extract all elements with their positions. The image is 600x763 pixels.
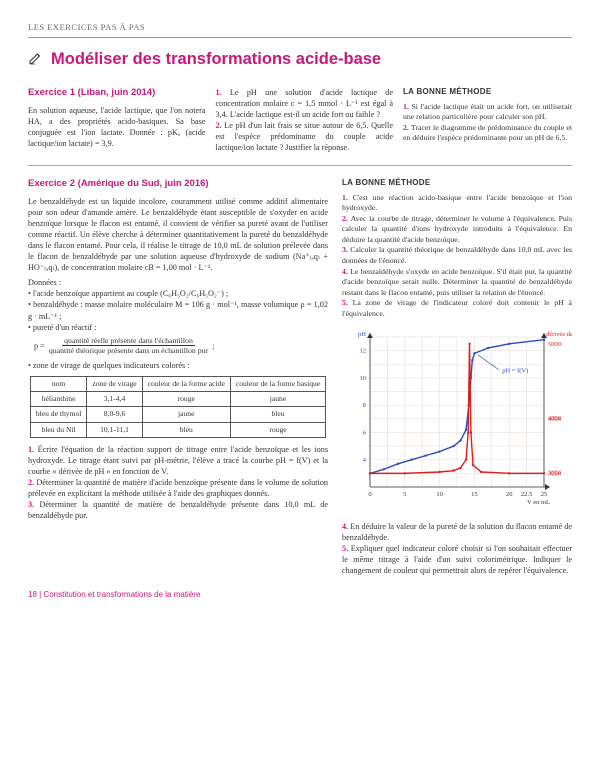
td: bleu: [142, 422, 230, 437]
svg-text:4: 4: [363, 457, 367, 464]
indicator-table: nomzone de viragecouleur de la forme aci…: [30, 376, 326, 438]
top-rule: [28, 37, 572, 38]
svg-text:pH = f(V): pH = f(V): [502, 368, 528, 375]
ex2-m1: 1. C'est une réaction acido-basique entr…: [342, 193, 572, 214]
ex1-q1-text: Le pH une solution d'acide lactique de c…: [215, 88, 392, 119]
page-footer: 18 | Constitution et transformations de …: [28, 590, 572, 601]
frac-top: quantité réelle présente dans l'échantil…: [62, 336, 195, 346]
svg-text:22.5: 22.5: [521, 491, 532, 498]
th: couleur de la forme basique: [230, 376, 325, 391]
ex2-m5-t: La zone de virage de l'indicateur coloré…: [342, 298, 572, 318]
section-label: LES EXERCICES PAS À PAS: [28, 22, 572, 33]
ex2-q1-text: Écrire l'équation de la réaction support…: [28, 445, 328, 476]
ex2-title: Exercice 2 (Amérique du Sud, juin 2016): [28, 178, 328, 191]
ex2-q2: 2. Déterminer la quantité de matière d'a…: [28, 477, 328, 499]
svg-text:pH: pH: [358, 331, 366, 338]
th: nom: [30, 376, 87, 391]
table-row: bleu de thymol8,0-9,6jaunebleu: [30, 407, 325, 422]
ex2-para: Le benzaldéhyde est un liquide incolore,…: [28, 196, 328, 273]
svg-text:15: 15: [471, 491, 478, 498]
titration-chart: 0510152022.52546810123000300440044008500…: [342, 327, 572, 515]
svg-text:10: 10: [360, 375, 367, 382]
table-row: hélianthine3,1-4,4rougejaune: [30, 392, 325, 407]
exercise-1: Exercice 1 (Liban, juin 2014) En solutio…: [28, 87, 572, 153]
svg-text:dérivée de pH: dérivée de pH: [546, 331, 572, 338]
ex2-q3: 3. Déterminer la quantité de matière de …: [28, 499, 328, 521]
svg-text:4008: 4008: [548, 415, 561, 422]
svg-text:6: 6: [363, 430, 367, 437]
td: rouge: [230, 422, 325, 437]
donnees-label: Données :: [28, 277, 328, 288]
ex2-m3: 3. Calculer la quantité théorique de ben…: [342, 245, 572, 266]
ex2-d3-text: pureté d'un réactif :: [33, 323, 97, 332]
td: 10,1-11,1: [87, 422, 142, 437]
ex2-d2-text: benzaldéhyde : masse molaire moléculaire…: [28, 300, 328, 320]
td: bleu du Nil: [30, 422, 87, 437]
ex2-d4: • zone de virage de quelques indicateurs…: [28, 360, 328, 371]
ex1-method-head: LA BONNE MÉTHODE: [403, 87, 572, 98]
ex2-m5: 5. La zone de virage de l'indicateur col…: [342, 298, 572, 319]
svg-text:8: 8: [363, 402, 366, 409]
ex2-q5: 5. Expliquer quel indicateur coloré choi…: [342, 543, 572, 576]
ex2-q1: 1. Écrire l'équation de la réaction supp…: [28, 444, 328, 477]
ex2-q5-text: Expliquer quel indicateur coloré choisir…: [342, 544, 572, 575]
exercise-2: Exercice 2 (Amérique du Sud, juin 2016) …: [28, 178, 572, 576]
th: zone de virage: [87, 376, 142, 391]
ex1-q1: 1. Le pH une solution d'acide lactique d…: [215, 87, 392, 120]
divider: [28, 165, 572, 166]
ex2-m1-t: C'est une réaction acido-basique entre l…: [342, 193, 572, 213]
ex2-m2: 2. Avec la courbe de titrage, déterminer…: [342, 214, 572, 246]
ex1-m2-text: Tracer le diagramme de prédominance du c…: [403, 123, 572, 143]
td: rouge: [142, 392, 230, 407]
ex1-m1: 1. Si l'acide lactique était un acide fo…: [403, 102, 572, 123]
table-row: bleu du Nil10,1-11,1bleurouge: [30, 422, 325, 437]
th: couleur de la forme acide: [142, 376, 230, 391]
ex2-method-head: LA BONNE MÉTHODE: [342, 178, 572, 189]
svg-text:3004: 3004: [548, 470, 562, 477]
ex2-q3-text: Déterminer la quantité de matière de ben…: [28, 500, 328, 520]
ex1-q2: 2. Le pH d'un lait frais se situe autour…: [215, 120, 392, 153]
svg-text:0: 0: [368, 491, 371, 498]
ex1-q2-text: Le pH d'un lait frais se situe autour de…: [215, 121, 392, 152]
ex2-d1-text: l'acide benzoïque appartient au couple (…: [33, 289, 228, 298]
td: hélianthine: [30, 392, 87, 407]
td: jaune: [230, 392, 325, 407]
svg-text:5: 5: [403, 491, 406, 498]
td: bleu: [230, 407, 325, 422]
svg-text:12: 12: [360, 348, 367, 355]
ex2-d1: • l'acide benzoïque appartient au couple…: [28, 288, 328, 299]
ex2-q2-text: Déterminer la quantité de matière d'acid…: [28, 478, 328, 498]
ex2-q4: 4. En déduire la valeur de la pureté de …: [342, 521, 572, 543]
ex1-title: Exercice 1 (Liban, juin 2014): [28, 87, 205, 100]
svg-text:V en mL: V en mL: [527, 499, 550, 506]
ex2-d4-text: zone de virage de quelques indicateurs c…: [33, 361, 190, 370]
ex2-d3: • pureté d'un réactif :: [28, 322, 328, 333]
frac-bot: quantité théorique présente dans un écha…: [47, 346, 210, 355]
svg-text:10: 10: [436, 491, 443, 498]
ex2-m4-t: Le benzaldéhyde s'oxyde en acide benzoïq…: [342, 267, 572, 297]
svg-text:5000: 5000: [548, 341, 561, 348]
ex1-m2: 2. Tracer le diagramme de prédominance d…: [403, 123, 572, 144]
page-title: Modéliser des transformations acide-base: [51, 48, 381, 70]
td: 3,1-4,4: [87, 392, 142, 407]
td: 8,0-9,6: [87, 407, 142, 422]
ex2-q4-text: En déduire la valeur de la pureté de la …: [342, 522, 572, 542]
ex2-m3-t: Calculer la quantité théorique de benzal…: [342, 245, 572, 265]
svg-text:25: 25: [541, 491, 548, 498]
ex2-m4: 4. Le benzaldéhyde s'oxyde en acide benz…: [342, 267, 572, 299]
ex2-m2-t: Avec la courbe de titrage, déterminer le…: [342, 214, 572, 244]
edit-icon: [28, 50, 44, 69]
title-row: Modéliser des transformations acide-base: [28, 48, 572, 70]
td: bleu de thymol: [30, 407, 87, 422]
ex1-intro: En solution aqueuse, l'acide lactique, q…: [28, 105, 205, 149]
td: jaune: [142, 407, 230, 422]
purity-formula: p = quantité réelle présente dans l'écha…: [34, 336, 328, 357]
ex2-d2: • benzaldéhyde : masse molaire moléculai…: [28, 299, 328, 321]
svg-text:20: 20: [506, 491, 513, 498]
ex1-m1-text: Si l'acide lactique était un acide fort,…: [403, 102, 572, 122]
